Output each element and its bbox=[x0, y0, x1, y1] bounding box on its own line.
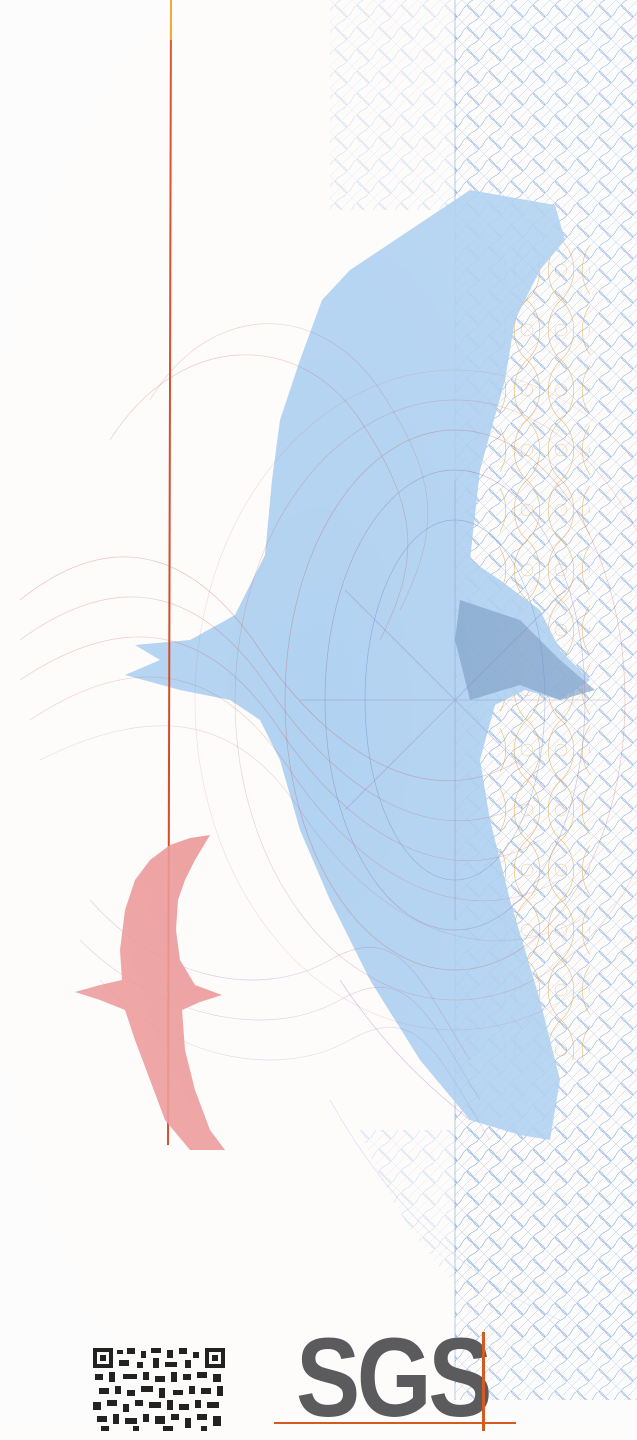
logo-underline bbox=[274, 1422, 516, 1424]
sgs-logo-text: SGS bbox=[296, 1315, 493, 1440]
qr-code-icon bbox=[93, 1348, 225, 1431]
logo-accent-bar bbox=[482, 1332, 485, 1431]
